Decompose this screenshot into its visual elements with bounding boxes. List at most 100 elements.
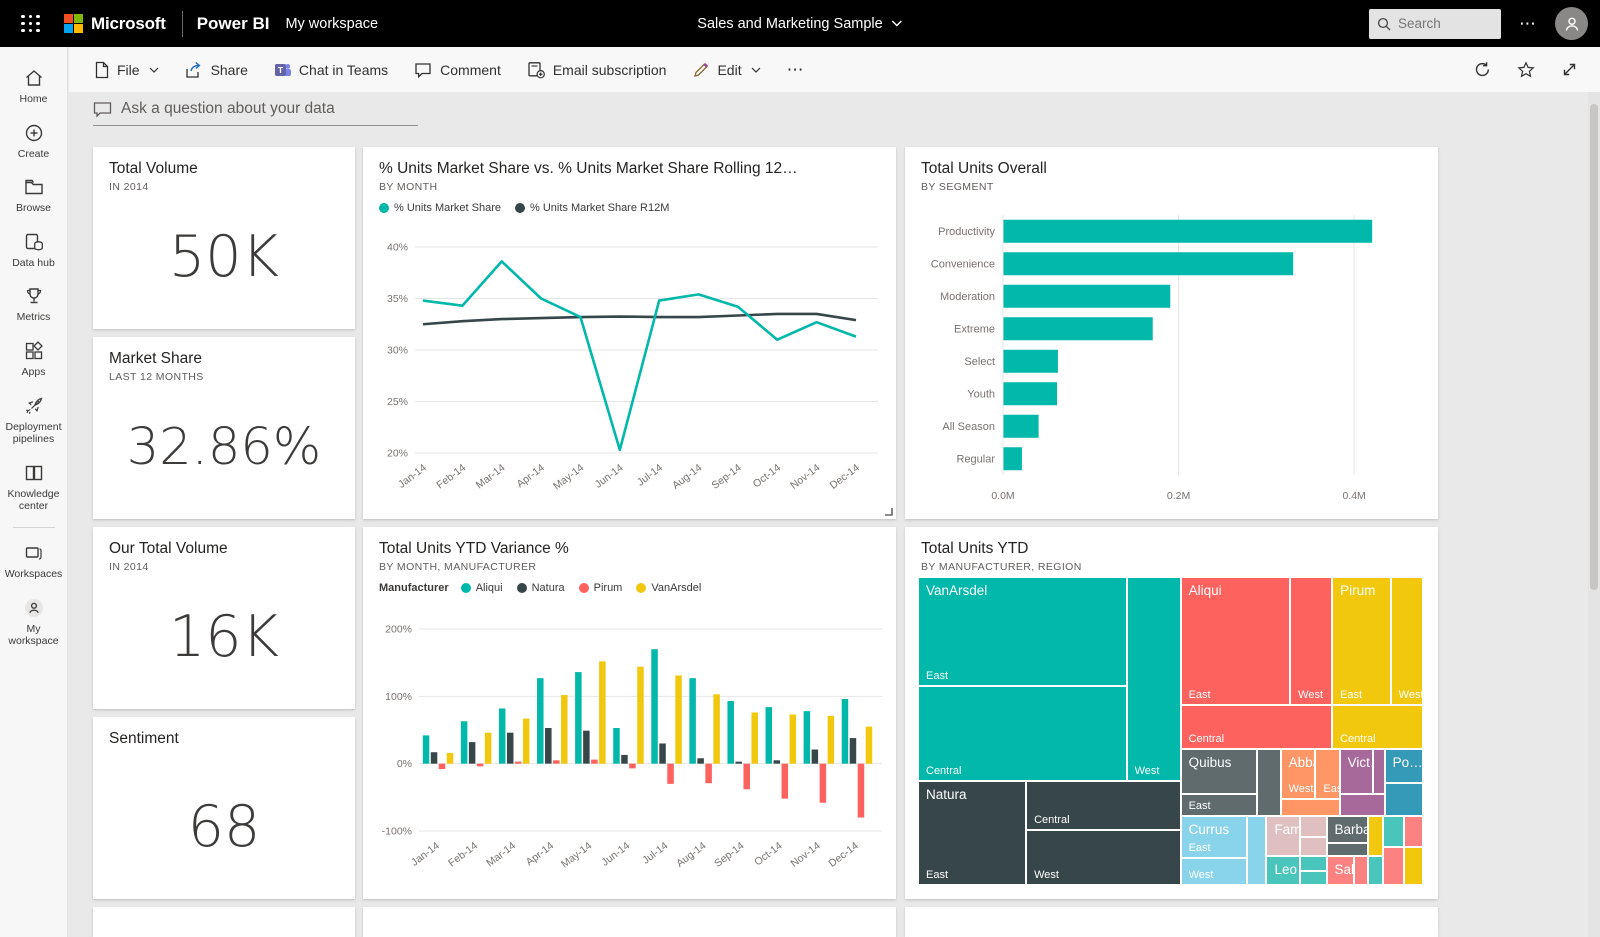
column-aliqui-aug-14[interactable]	[689, 678, 696, 764]
column-natura-oct-14[interactable]	[773, 760, 781, 764]
column-aliqui-apr-14[interactable]	[537, 678, 544, 764]
bar-convenience[interactable]	[1003, 252, 1294, 276]
bar-moderation[interactable]	[1003, 284, 1171, 308]
file-menu-button[interactable]: File	[94, 61, 159, 79]
sidebar-item-metrics[interactable]: Metrics	[0, 277, 67, 332]
tile-total-units-overall-chart[interactable]: Total Units Overall BY SEGMENT 0.0M 0.2M 0…	[905, 147, 1438, 519]
column-aliqui-oct-14[interactable]	[765, 707, 773, 764]
treemap-cell-vict[interactable]: Vict…	[1339, 748, 1373, 795]
treemap-cell[interactable]	[1367, 856, 1383, 885]
sidebar-item-browse[interactable]: Browse	[0, 168, 67, 223]
column-pirum-oct-14[interactable]	[781, 763, 789, 799]
column-vanarsdel-feb-14[interactable]	[484, 732, 492, 764]
page-scrollbar[interactable]	[1588, 92, 1600, 937]
treemap-cell[interactable]: Central	[1180, 704, 1333, 749]
product-name[interactable]: Power BI	[196, 13, 270, 33]
tile-market-share-line-chart[interactable]: % Units Market Share vs. % Units Market …	[363, 147, 896, 519]
legend-item[interactable]: VanArsdel	[636, 582, 701, 594]
bar-all-season[interactable]	[1003, 414, 1039, 438]
column-natura-aug-14[interactable]	[697, 758, 704, 764]
treemap-cell[interactable]	[1353, 855, 1368, 885]
legend-item[interactable]: % Units Market Share R12M	[514, 202, 669, 214]
scrollbar-thumb[interactable]	[1590, 104, 1598, 590]
column-pirum-may-14[interactable]	[591, 759, 598, 764]
column-vanarsdel-nov-14[interactable]	[827, 715, 835, 764]
treemap-cell-currus[interactable]: Currus East	[1180, 815, 1247, 858]
treemap-cell[interactable]	[1257, 748, 1281, 816]
bar-select[interactable]	[1003, 349, 1058, 373]
column-pirum-mar-14[interactable]	[514, 761, 522, 764]
column-aliqui-jun-14[interactable]	[613, 727, 620, 764]
tile-sentiment[interactable]: Sentiment 68	[93, 717, 355, 899]
treemap-cell[interactable]: West	[1390, 577, 1423, 705]
resize-handle-icon[interactable]	[883, 506, 893, 516]
column-vanarsdel-mar-14[interactable]	[522, 718, 530, 764]
column-aliqui-feb-14[interactable]	[460, 721, 468, 764]
column-vanarsdel-aug-14[interactable]	[713, 694, 720, 764]
report-title-dropdown[interactable]: Sales and Marketing Sample	[697, 0, 903, 47]
column-pirum-jun-14[interactable]	[629, 763, 636, 769]
column-natura-mar-14[interactable]	[506, 732, 514, 764]
column-pirum-nov-14[interactable]	[819, 763, 827, 803]
treemap-cell-pirum[interactable]: Pirum East	[1332, 577, 1391, 705]
column-aliqui-mar-14[interactable]	[498, 708, 506, 764]
column-vanarsdel-dec-14[interactable]	[865, 726, 873, 764]
bar-extreme[interactable]	[1003, 317, 1153, 341]
line-series[interactable]	[422, 312, 857, 326]
sidebar-item-deployment-pipelines[interactable]: Deployment pipelines	[0, 387, 67, 454]
column-vanarsdel-jul-14[interactable]	[675, 675, 682, 764]
treemap-chart[interactable]: VanArsdel East Central West Natura East Centra…	[918, 577, 1423, 885]
treemap-cell[interactable]: Central	[1332, 704, 1423, 749]
treemap-cell[interactable]: West	[1180, 857, 1247, 885]
column-aliqui-jul-14[interactable]	[651, 649, 658, 764]
treemap-cell[interactable]	[1326, 843, 1368, 856]
refresh-icon[interactable]	[1474, 61, 1491, 78]
legend-item[interactable]: Natura	[516, 582, 565, 594]
column-pirum-aug-14[interactable]	[705, 763, 712, 784]
column-aliqui-sep-14[interactable]	[727, 701, 734, 764]
treemap-cell[interactable]: Central	[1026, 780, 1181, 830]
column-pirum-feb-14[interactable]	[476, 763, 484, 767]
column-aliqui-dec-14[interactable]	[841, 699, 849, 764]
treemap-cell-abbas[interactable]: Abbas West	[1280, 748, 1316, 800]
column-natura-jun-14[interactable]	[621, 754, 628, 764]
treemap-cell[interactable]	[1403, 847, 1423, 885]
column-aliqui-nov-14[interactable]	[803, 711, 811, 764]
legend-item[interactable]: Pirum	[578, 582, 622, 594]
line-series[interactable]	[422, 260, 857, 452]
treemap-cell[interactable]	[1300, 855, 1327, 872]
tile-ytd-variance-chart[interactable]: Total Units YTD Variance % BY MONTH, MAN…	[363, 527, 896, 899]
treemap-cell[interactable]: Central	[918, 685, 1127, 781]
column-vanarsdel-apr-14[interactable]	[561, 694, 568, 764]
treemap-cell-po[interactable]: Po…	[1384, 748, 1423, 784]
column-aliqui-may-14[interactable]	[575, 672, 582, 764]
treemap-cell[interactable]	[1382, 815, 1404, 848]
tile-our-total-volume[interactable]: Our Total Volume IN 2014 16K	[93, 527, 355, 709]
tile-total-units-ytd-treemap[interactable]: Total Units YTD BY MANUFACTURER, REGION …	[905, 527, 1438, 899]
column-natura-apr-14[interactable]	[545, 727, 552, 764]
treemap-cell-leo[interactable]: Leo	[1266, 855, 1301, 885]
column-chart[interactable]: 200% 100% 0% -100% Jan-14 Feb-14 Mar-14 Apr-14 M…	[373, 617, 884, 893]
treemap-cell[interactable]: West	[1290, 577, 1333, 705]
chat-in-teams-button[interactable]: T Chat in Teams	[274, 61, 388, 79]
legend-item[interactable]: % Units Market Share	[379, 202, 501, 214]
legend-item[interactable]: Aliqui	[460, 582, 503, 594]
column-pirum-sep-14[interactable]	[743, 763, 750, 790]
treemap-cell-barba[interactable]: Barba	[1326, 815, 1368, 844]
toolbar-more-button[interactable]: ⋯	[786, 59, 804, 79]
treemap-cell-quibus[interactable]: Quibus	[1180, 748, 1258, 794]
treemap-cell-vanarsdel[interactable]: VanArsdel East	[918, 577, 1127, 686]
expand-icon[interactable]	[1561, 61, 1578, 78]
bar-chart[interactable]: 0.0M 0.2M 0.4M Productivity Convenience Moder…	[915, 207, 1426, 513]
tile-partial[interactable]	[363, 907, 896, 937]
column-pirum-dec-14[interactable]	[857, 763, 865, 818]
favorite-star-icon[interactable]	[1517, 60, 1535, 79]
column-natura-jul-14[interactable]	[659, 743, 666, 764]
treemap-cell[interactable]	[1280, 799, 1340, 816]
sidebar-item-create[interactable]: Create	[0, 114, 67, 169]
treemap-cell[interactable]	[1300, 836, 1327, 856]
account-avatar[interactable]	[1555, 7, 1588, 40]
sidebar-item-workspaces[interactable]: Workspaces	[0, 534, 67, 589]
column-natura-dec-14[interactable]	[849, 738, 857, 764]
treemap-cell[interactable]	[1373, 748, 1385, 795]
